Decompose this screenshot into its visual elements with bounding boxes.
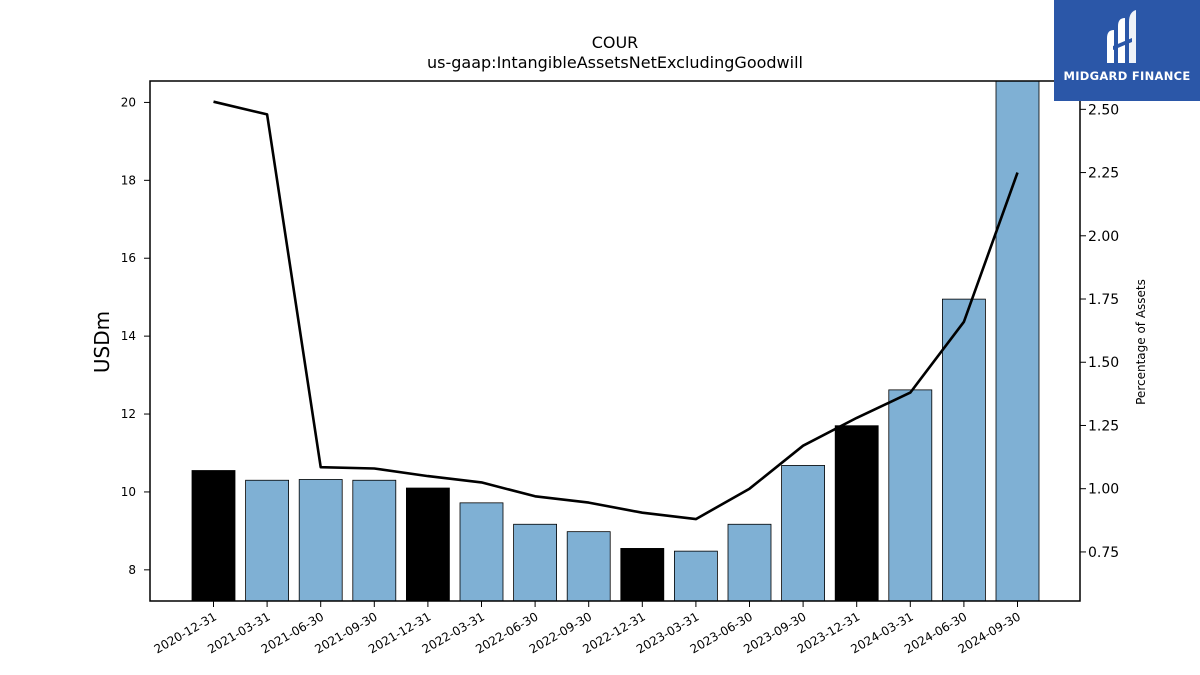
y-tick-label-right: 1.00 (1088, 482, 1119, 498)
y-tick-label-left: 10 (121, 485, 136, 499)
bar (352, 479, 397, 602)
bar (459, 502, 504, 602)
y-tick-label-left: 8 (128, 563, 136, 577)
y-axis-label-left: USDm (90, 311, 114, 373)
y-tick-label-left: 20 (121, 95, 136, 109)
bar (942, 298, 986, 602)
bar (674, 550, 718, 602)
y-tick-label-right: 1.50 (1088, 355, 1119, 371)
y-axis-label-right: Percentage of Assets (1134, 279, 1148, 405)
bar-group (191, 80, 1040, 602)
bar (781, 465, 825, 602)
y-tick-label-left: 16 (121, 251, 136, 265)
bar (245, 479, 290, 602)
y-tick-label-right: 1.75 (1088, 292, 1119, 308)
brand-name: MIDGARD FINANCE (1063, 69, 1191, 83)
bar (191, 470, 236, 602)
y-tick-label-left: 12 (121, 407, 136, 421)
bar (727, 523, 772, 602)
y-tick-label-right: 0.75 (1088, 545, 1119, 561)
bar (405, 487, 450, 602)
bar (513, 523, 557, 602)
bar (298, 479, 343, 602)
y-tick-label-right: 2.25 (1088, 166, 1119, 182)
chart-subtitle: us-gaap:IntangibleAssetsNetExcludingGood… (427, 53, 803, 72)
chart-title: COUR (592, 33, 639, 52)
y-tick-label-left: 18 (121, 173, 136, 187)
y-tick-label-left: 14 (121, 329, 136, 343)
y-axis-right: 0.75 1.00 1.25 1.50 1.75 2.00 2.25 2.50 (1080, 102, 1119, 561)
percentage-line (213, 100, 1019, 521)
bar (566, 531, 611, 602)
midgard-logo-icon (1107, 10, 1136, 63)
bar (834, 425, 879, 602)
bar (995, 80, 1040, 602)
percentage-line-group (213, 100, 1019, 521)
y-tick-label-right: 1.25 (1088, 418, 1119, 434)
plot-frame (149, 80, 1081, 602)
brand-logo: MIDGARD FINANCE (1054, 0, 1200, 101)
x-axis: 2020-12-312021-03-312021-06-302021-09-30… (152, 601, 1023, 656)
bar (888, 389, 933, 602)
y-tick-label-right: 2.50 (1088, 102, 1119, 118)
bar (620, 548, 665, 602)
y-tick-label-right: 2.00 (1088, 229, 1119, 245)
y-axis-left: 8 10 12 14 16 18 20 (121, 95, 150, 577)
